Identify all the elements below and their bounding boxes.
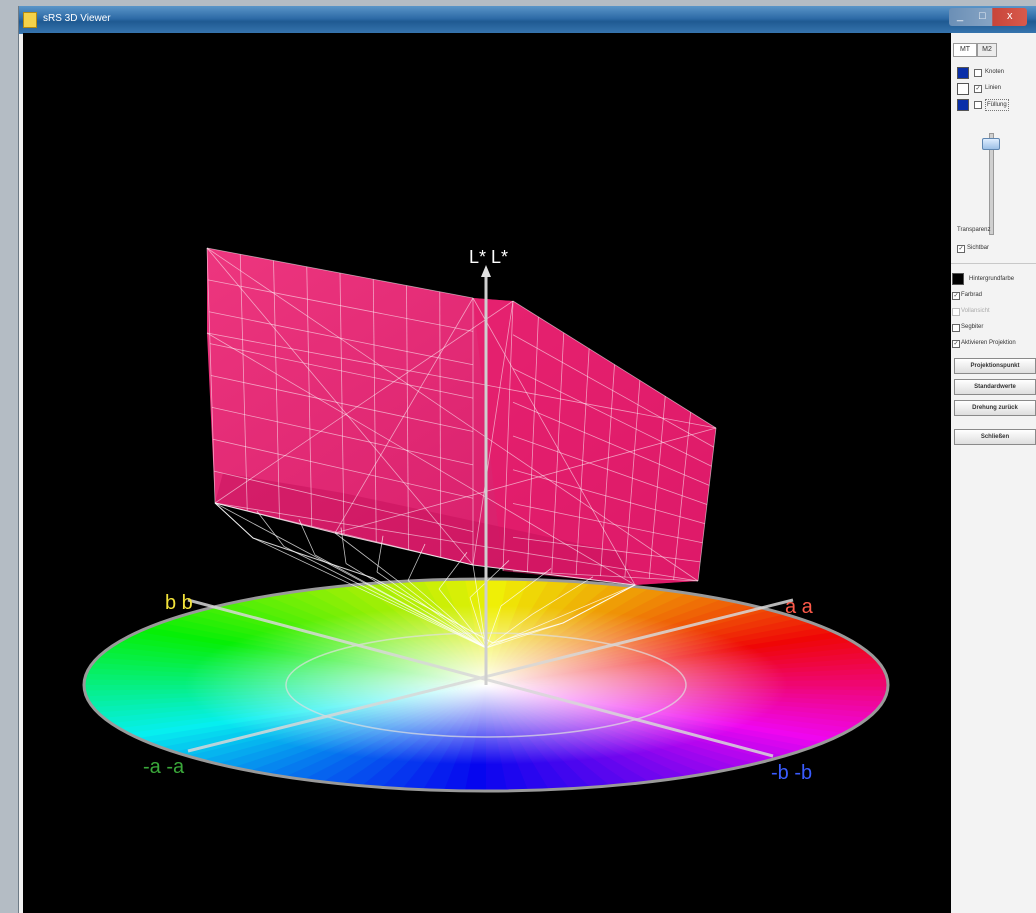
farbrad-label: Farbrad [961, 292, 983, 298]
standardwerte-button[interactable]: Standardwerte [954, 379, 1036, 395]
fuellung-color-swatch[interactable] [957, 99, 969, 111]
background-color-swatch[interactable] [952, 273, 964, 285]
linien-color-swatch[interactable] [957, 83, 969, 95]
linien-checkbox[interactable]: ✓ [974, 85, 982, 93]
maximize-button[interactable]: □ [979, 10, 986, 22]
transparency-slider-track[interactable] [989, 133, 994, 235]
knoten-label: Knoten [985, 69, 1005, 75]
l-axis-label: L* L* [469, 247, 508, 267]
projektionspunkt-button[interactable]: Projektionspunkt [954, 358, 1036, 374]
app-icon [23, 12, 37, 28]
ab-axes [187, 598, 794, 758]
transparency-slider-thumb[interactable] [982, 138, 1000, 150]
vollansicht-label: Vollansicht [961, 308, 990, 314]
projektion-label: Aktivieren Projektion [961, 340, 1016, 346]
3d-viewport[interactable]: L* L* b b a a -a -a -b -b [23, 33, 951, 913]
neg-b-axis-label: -b -b [771, 762, 812, 784]
knoten-checkbox[interactable] [974, 69, 982, 77]
fuellung-label: Füllung [985, 99, 1009, 111]
close-button[interactable]: x [1007, 10, 1013, 22]
neg-a-axis-label: -a -a [143, 756, 185, 778]
gamut-solid [206, 247, 717, 649]
control-panel: MT M2 Knoten ✓ Linien Füllung Transparen… [951, 33, 1036, 913]
farbrad-checkbox[interactable]: ✓ [952, 292, 960, 300]
color-wheel [82, 577, 890, 793]
tab-m2[interactable]: M2 [977, 43, 997, 57]
title-bar[interactable]: sRS 3D Viewer _ □ x [19, 6, 1036, 34]
linien-label: Linien [985, 85, 1002, 91]
background-color-label: Hintergrundfarbe [969, 276, 1015, 282]
window-controls: _ □ x [949, 8, 1027, 26]
drehung-zurueck-button[interactable]: Drehung zurück [954, 400, 1036, 416]
separator [951, 263, 1036, 264]
sichtbar-label: Sichtbar [967, 245, 990, 251]
transparency-label: Transparenz [957, 227, 991, 233]
knoten-color-swatch[interactable] [957, 67, 969, 79]
a-axis-label: a a [785, 596, 814, 618]
window-title: sRS 3D Viewer [43, 13, 111, 24]
fuellung-checkbox[interactable] [974, 101, 982, 109]
segbiter-checkbox[interactable] [952, 324, 960, 332]
schliessen-button[interactable]: Schließen [954, 429, 1036, 445]
minimize-button[interactable]: _ [957, 10, 964, 22]
l-axis [481, 265, 491, 685]
sichtbar-checkbox[interactable]: ✓ [957, 245, 965, 253]
segbiter-label: Segbiter [961, 324, 984, 330]
gamut-3d-scene[interactable]: L* L* b b a a -a -a -b -b [23, 33, 951, 913]
vollansicht-checkbox[interactable] [952, 308, 960, 316]
tab-mt[interactable]: MT [953, 43, 977, 57]
projektion-checkbox[interactable]: ✓ [952, 340, 960, 348]
b-axis-label: b b [165, 592, 193, 614]
